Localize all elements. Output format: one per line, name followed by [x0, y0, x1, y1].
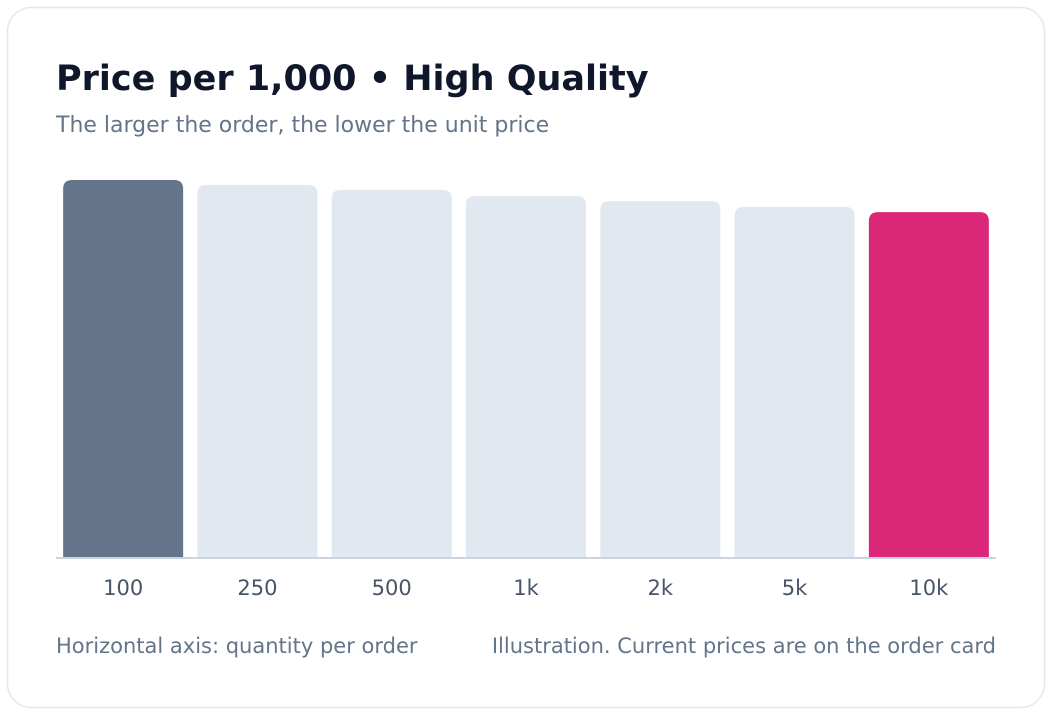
x-tick-label: 250 [237, 576, 277, 600]
bar [868, 212, 989, 558]
x-tick-label: 10k [909, 576, 949, 600]
bar [466, 195, 586, 558]
footnote: Illustration. Current prices are on the … [492, 634, 996, 658]
bar [600, 201, 721, 558]
x-tick-label: 1k [513, 576, 539, 600]
bar [63, 180, 184, 558]
bar [331, 189, 452, 558]
x-tick-label: 100 [103, 576, 143, 600]
x-tick-label: 500 [372, 576, 412, 600]
bar [197, 184, 318, 558]
chart-title: Price per 1,000 • High Quality [56, 59, 649, 99]
bar [734, 206, 855, 558]
x-tick-label: 5k [782, 576, 808, 600]
chart-subtitle: The larger the order, the lower the unit… [55, 113, 549, 138]
x-tick-label: 2k [648, 576, 674, 600]
axis-note: Horizontal axis: quantity per order [56, 634, 418, 658]
